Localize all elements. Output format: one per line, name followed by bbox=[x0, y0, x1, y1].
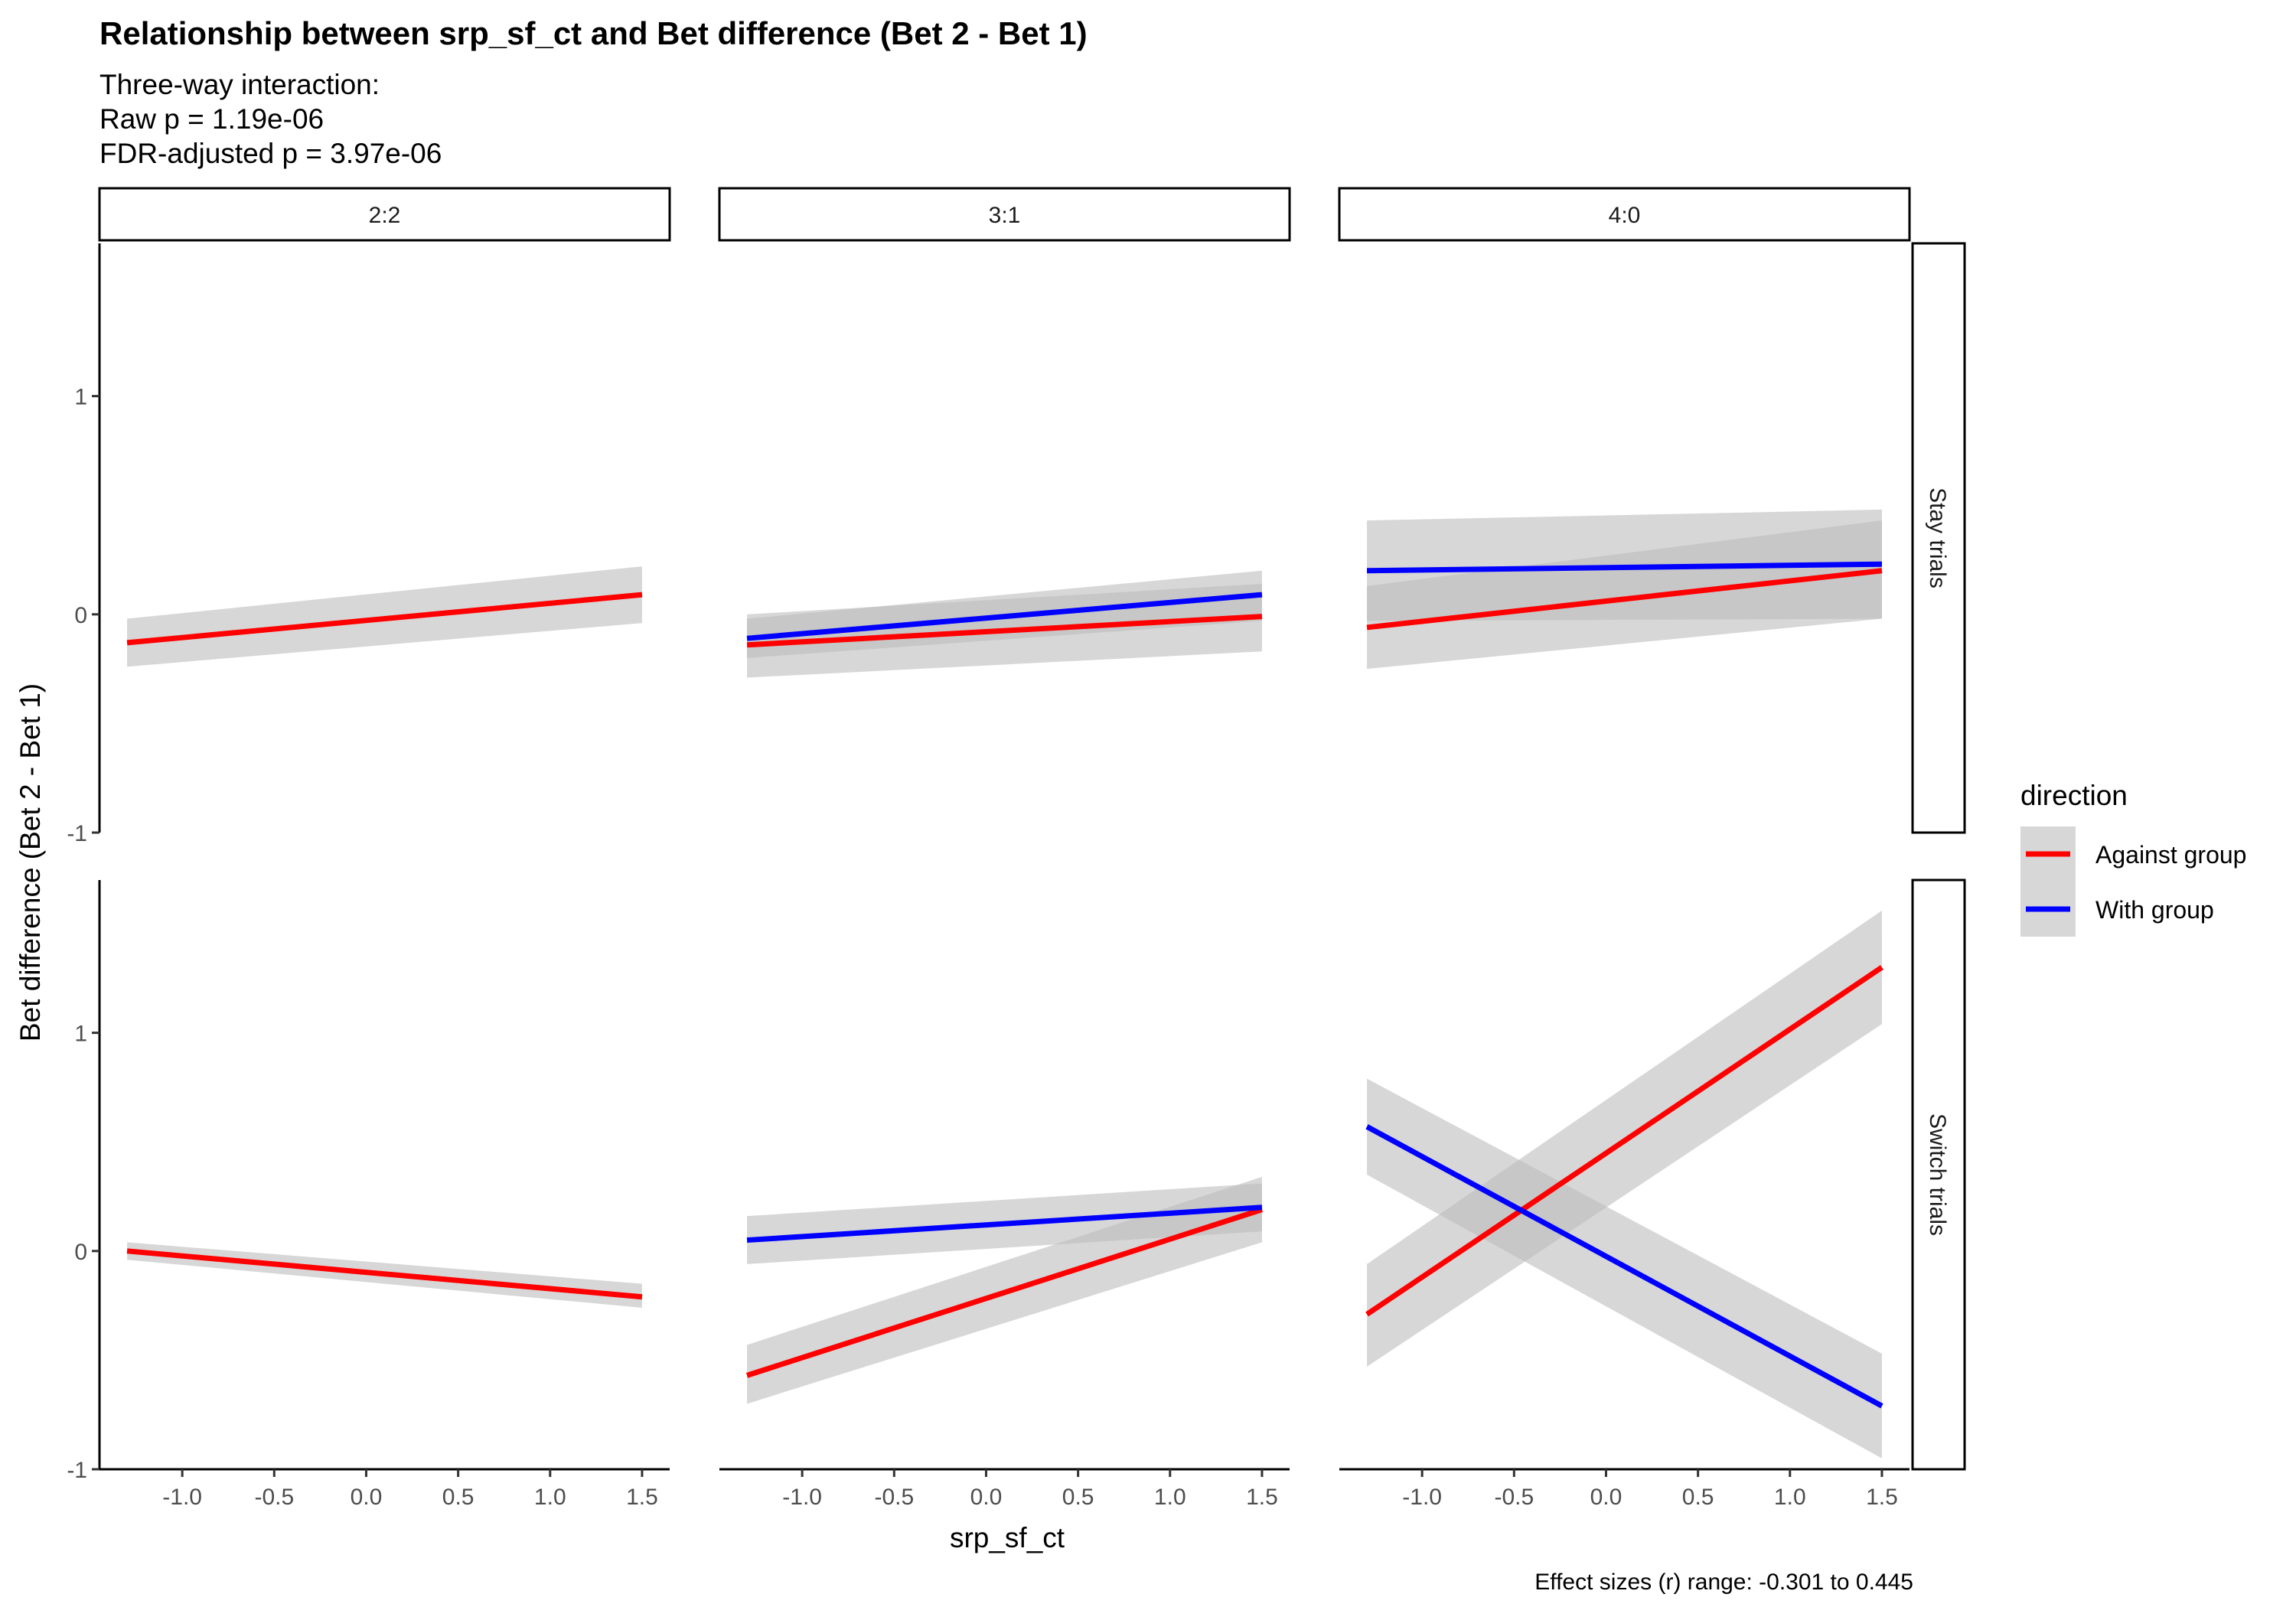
facet-strip-label-col-3: 4:0 bbox=[1609, 203, 1641, 228]
line-against-group bbox=[1365, 965, 1883, 1317]
x-tick-label: -0.5 bbox=[1494, 1485, 1534, 1510]
x-tick-label: 1.0 bbox=[534, 1485, 566, 1510]
panel-r1-c3 bbox=[1366, 509, 1883, 670]
panel-r2-c1: -1 0 1 -1.0 -0.5 0.0 0.5 1.0 1.5 bbox=[67, 880, 670, 1510]
line-with-group bbox=[1365, 1124, 1883, 1409]
x-tick-label: 0.5 bbox=[442, 1485, 475, 1510]
x-tick-label: 1.0 bbox=[1774, 1485, 1806, 1510]
y-tick-label: 0 bbox=[74, 1240, 87, 1265]
y-tick-label: 0 bbox=[74, 603, 87, 628]
facet-strip-col-1 bbox=[98, 187, 671, 242]
line-with-group bbox=[1367, 561, 1882, 574]
facet-strip-row-1 bbox=[1911, 242, 1966, 834]
x-tick-label: -1.0 bbox=[1402, 1485, 1442, 1510]
y-tick-label: 1 bbox=[74, 1022, 87, 1047]
facet-strip-label-col-2: 3:1 bbox=[989, 203, 1021, 228]
plot-area: 2:2 3:1 4:0 Stay trials Switch trials -1 0 1 -1 0… bbox=[67, 187, 1966, 1510]
line-against-group bbox=[126, 1248, 643, 1300]
chart-subtitle-line-1: Three-way interaction: bbox=[99, 69, 380, 100]
facet-strip-label-col-1: 2:2 bbox=[369, 203, 401, 228]
facet-strip-row-2 bbox=[1911, 878, 1966, 1471]
y-axis-label: Bet difference (Bet 2 - Bet 1) bbox=[15, 683, 46, 1041]
x-tick-label: 0.0 bbox=[351, 1485, 383, 1510]
panel-r1-c2 bbox=[746, 570, 1263, 678]
facet-strip-label-row-1: Stay trials bbox=[1925, 487, 1950, 588]
x-tick-label: 1.0 bbox=[1154, 1485, 1186, 1510]
panel-r2-c2: -1.0 -0.5 0.0 0.5 1.0 1.5 bbox=[719, 1176, 1290, 1510]
chart-subtitle-line-3: FDR-adjusted p = 3.97e-06 bbox=[99, 138, 442, 169]
x-tick-label: -0.5 bbox=[254, 1485, 294, 1510]
x-tick-label: -0.5 bbox=[874, 1485, 914, 1510]
facet-strip-label-row-2: Switch trials bbox=[1925, 1113, 1950, 1236]
x-tick-label: 0.0 bbox=[970, 1485, 1003, 1510]
x-tick-label: 0.0 bbox=[1590, 1485, 1623, 1510]
line-against-group bbox=[1366, 568, 1883, 631]
x-tick-label: 0.5 bbox=[1062, 1485, 1094, 1510]
x-axis-label: srp_sf_ct bbox=[950, 1522, 1065, 1553]
legend: Against group With group bbox=[2020, 826, 2246, 937]
x-tick-label: 1.5 bbox=[626, 1485, 658, 1510]
facet-strip-col-2 bbox=[718, 187, 1291, 242]
legend-label-against-group: Against group bbox=[2095, 841, 2246, 869]
y-tick-label: -1 bbox=[67, 1458, 87, 1483]
x-tick-label: 1.5 bbox=[1866, 1485, 1898, 1510]
x-tick-label: 1.5 bbox=[1246, 1485, 1278, 1510]
line-against-group bbox=[745, 1207, 1264, 1378]
panel-r2-c3: -1.0 -0.5 0.0 0.5 1.0 1.5 bbox=[1339, 910, 1910, 1510]
y-tick-label: 1 bbox=[74, 385, 87, 410]
line-with-group bbox=[746, 592, 1263, 641]
panel-r1-c1: -1 0 1 bbox=[67, 243, 643, 846]
legend-label-with-group: With group bbox=[2095, 896, 2214, 924]
x-tick-label: -1.0 bbox=[162, 1485, 202, 1510]
chart-title: Relationship between srp_sf_ct and Bet d… bbox=[99, 15, 1088, 51]
facet-strip-col-3 bbox=[1338, 187, 1911, 242]
line-with-group bbox=[746, 1204, 1263, 1244]
x-tick-label: 0.5 bbox=[1682, 1485, 1714, 1510]
legend-title: direction bbox=[2020, 780, 2128, 811]
line-against-group bbox=[746, 614, 1263, 648]
x-tick-label: -1.0 bbox=[782, 1485, 822, 1510]
chart-subtitle-line-2: Raw p = 1.19e-06 bbox=[99, 103, 324, 135]
y-tick-label: -1 bbox=[67, 821, 87, 846]
line-against-group bbox=[126, 592, 643, 646]
chart-caption: Effect sizes (r) range: -0.301 to 0.445 bbox=[1534, 1570, 1913, 1595]
